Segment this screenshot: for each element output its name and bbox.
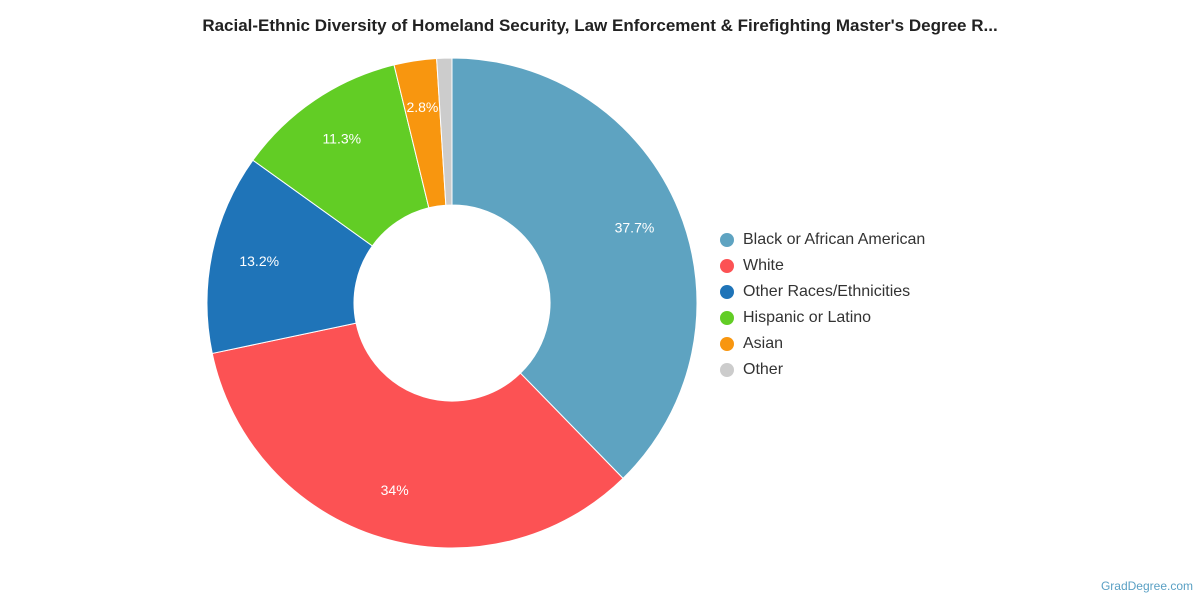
legend-item-0[interactable]: Black or African American [720, 227, 925, 253]
slice-label-0: 37.7% [615, 219, 655, 235]
legend-swatch-1 [720, 259, 734, 273]
legend-label-2: Other Races/Ethnicities [743, 283, 911, 300]
legend-swatch-5 [720, 363, 734, 377]
slice-2[interactable] [206, 159, 374, 355]
slice-label-2: 13.2% [239, 253, 279, 269]
legend-item-4[interactable]: Asian [720, 331, 925, 357]
slice-label-4: 2.8% [406, 99, 438, 115]
slice-1[interactable] [211, 322, 624, 549]
source-credit[interactable]: GradDegree.com [1100, 579, 1193, 593]
legend-swatch-4 [720, 337, 734, 351]
legend-label-5: Other [743, 361, 784, 378]
chart-title: Racial-Ethnic Diversity of Homeland Secu… [202, 16, 998, 35]
legend-item-1[interactable]: White [720, 253, 925, 279]
slice-5[interactable] [436, 57, 453, 206]
legend-swatch-0 [720, 233, 734, 247]
slice-label-1: 34% [381, 482, 409, 498]
legend-swatch-2 [720, 285, 734, 299]
legend-item-3[interactable]: Hispanic or Latino [720, 305, 925, 331]
slice-3[interactable] [252, 64, 430, 247]
slice-label-3: 11.3% [322, 130, 361, 146]
slice-0[interactable] [451, 57, 698, 480]
legend-label-1: White [743, 257, 784, 274]
legend-swatch-3 [720, 311, 734, 325]
legend-item-5[interactable]: Other [720, 357, 925, 383]
chart-legend: Black or African American White Other Race… [720, 227, 925, 383]
legend-label-0: Black or African American [743, 231, 926, 248]
legend-item-2[interactable]: Other Races/Ethnicities [720, 279, 925, 305]
legend-label-4: Asian [743, 335, 784, 352]
legend-label-3: Hispanic or Latino [743, 309, 872, 326]
